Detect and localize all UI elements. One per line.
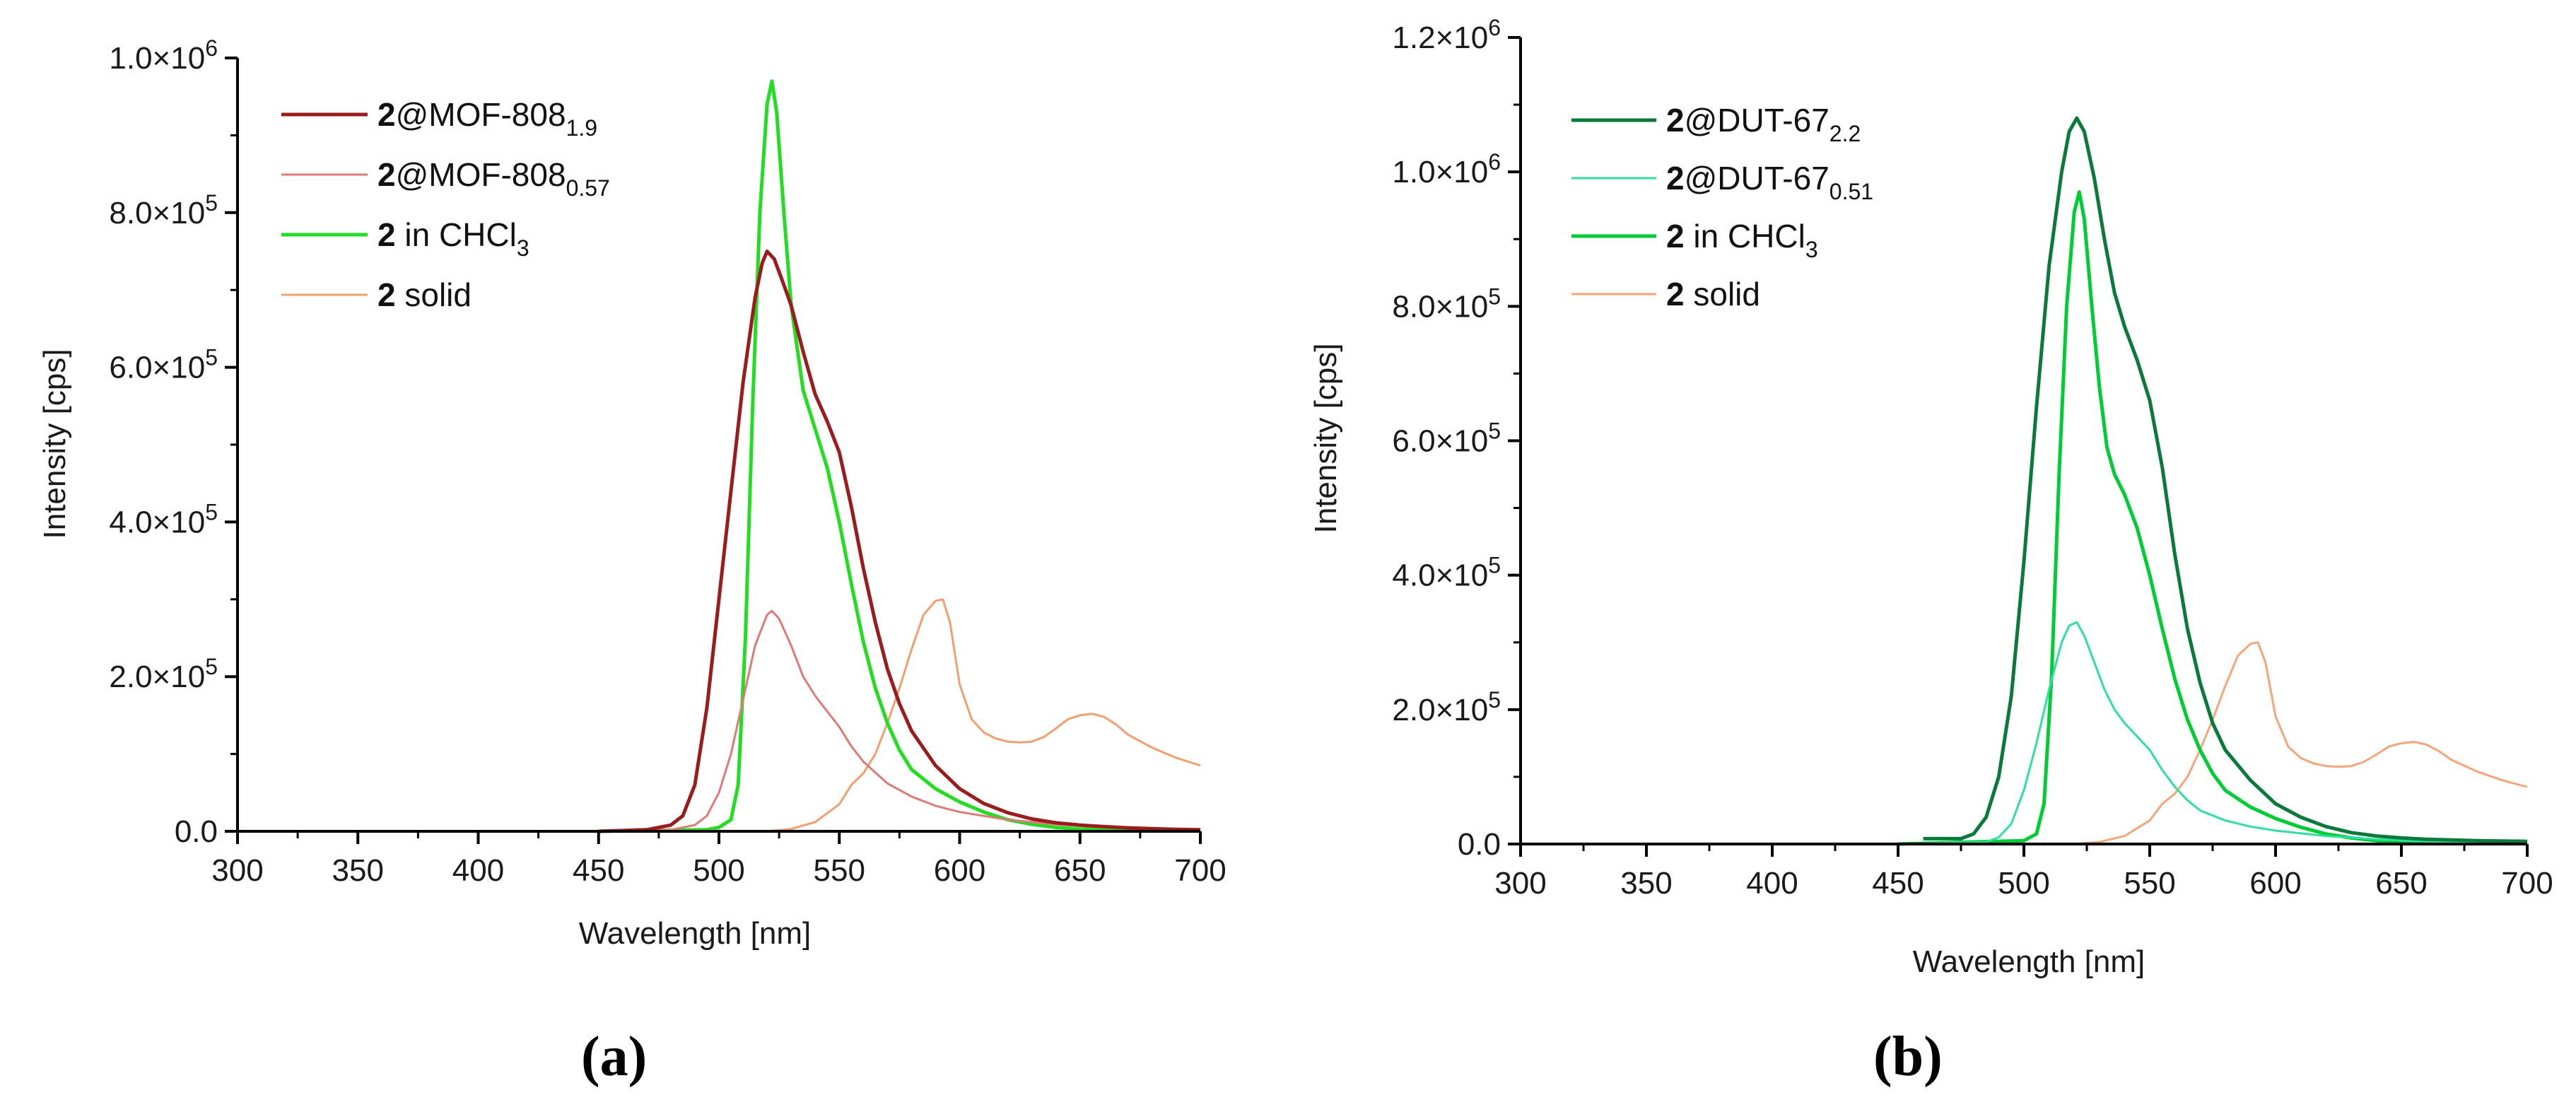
- series-line: [598, 250, 1201, 833]
- legend-item: 2 solid: [1666, 276, 1760, 312]
- legend-item: 2@DUT-670.51: [1666, 160, 1873, 204]
- x-tick-label: 600: [934, 853, 985, 888]
- x-axis-title: Wavelength [nm]: [1913, 944, 2145, 979]
- y-tick-label: 6.0×105: [1392, 418, 1501, 459]
- legend-item: 2 in CHCl3: [377, 216, 529, 261]
- y-tick-label: 1.0×106: [109, 35, 218, 76]
- legend-item: 2 in CHCl3: [1666, 218, 1818, 262]
- legend-item: 2 solid: [377, 276, 472, 313]
- chart-panel-a: 300 350 400 450 500 550 600 650 700 0.0 2.0×105 4.0…: [0, 0, 1272, 1107]
- x-tick-label: 700: [1174, 853, 1226, 888]
- line-chart-a: 300 350 400 450 500 550 600 650 700 0.0 2.0×105 4.0…: [37, 35, 1226, 951]
- series-line: [1897, 190, 2528, 846]
- series-line: [1923, 116, 2528, 843]
- x-tick-label: 550: [814, 853, 865, 888]
- x-tick-label: 300: [1494, 866, 1546, 901]
- y-tick-label: 4.0×105: [109, 499, 218, 539]
- y-tick-label: 1.2×106: [1392, 15, 1501, 55]
- y-tick-label: 2.0×105: [109, 654, 218, 694]
- x-tick-label: 300: [211, 853, 263, 888]
- legend-item: 2@MOF-8081.9: [377, 96, 597, 141]
- y-axis-title: Intensity [cps]: [37, 348, 72, 539]
- y-tick-label: 0.0: [175, 814, 218, 849]
- y-tick-label: 8.0×105: [109, 190, 218, 230]
- x-tick-label: 500: [693, 853, 744, 888]
- x-tick-label: 350: [1620, 866, 1672, 901]
- x-tick-label: 400: [1746, 866, 1798, 901]
- x-tick-label: 650: [1054, 853, 1106, 888]
- series-line: [1898, 641, 2528, 845]
- x-tick-label: 700: [2501, 866, 2553, 901]
- axes: 300 350 400 450 500 550 600 650 700 0.0 2.0×105 4.0…: [109, 35, 1226, 888]
- x-tick-label: 650: [2375, 866, 2427, 901]
- y-tick-label: 1.0×106: [1392, 149, 1501, 189]
- y-tick-label: 0.0: [1458, 827, 1501, 862]
- series-group: [598, 79, 1201, 833]
- x-tick-label: 450: [1872, 866, 1924, 901]
- series-line: [598, 609, 1201, 833]
- chart-panel-b: 300 350 400 450 500 550 600 650 700 0.0 2.0×105 4.0…: [1272, 0, 2576, 1107]
- legend: 2@MOF-8081.9 2@MOF-8080.57 2 in CHCl3 2 sol…: [281, 96, 610, 313]
- axes: 300 350 400 450 500 550 600 650 700 0.0 2.0×105 4.0…: [1392, 15, 2553, 901]
- panel-label-a: (a): [581, 1026, 648, 1088]
- legend: 2@DUT-672.2 2@DUT-670.51 2 in CHCl3 2 solid: [1571, 102, 1873, 312]
- series-line: [598, 79, 1201, 833]
- line-chart-b: 300 350 400 450 500 550 600 650 700 0.0 2.0×105 4.0…: [1309, 15, 2553, 979]
- x-tick-label: 400: [452, 853, 504, 888]
- x-tick-label: 350: [332, 853, 384, 888]
- series-group: [1897, 116, 2528, 846]
- x-tick-label: 550: [2124, 866, 2175, 901]
- series-line: [1897, 621, 2528, 845]
- legend-item: 2@MOF-8080.57: [377, 156, 610, 201]
- x-axis-title: Wavelength [nm]: [579, 916, 812, 951]
- legend-item: 2@DUT-672.2: [1666, 102, 1861, 146]
- y-tick-label: 2.0×105: [1392, 687, 1501, 727]
- series-line: [598, 598, 1201, 833]
- y-tick-label: 8.0×105: [1392, 283, 1501, 324]
- x-tick-label: 450: [573, 853, 624, 888]
- y-axis-title: Intensity [cps]: [1309, 343, 1343, 533]
- x-tick-label: 600: [2249, 866, 2301, 901]
- y-tick-label: 4.0×105: [1392, 553, 1501, 593]
- y-tick-label: 6.0×105: [109, 345, 218, 385]
- x-tick-label: 500: [1998, 866, 2049, 901]
- panel-label-b: (b): [1873, 1026, 1943, 1088]
